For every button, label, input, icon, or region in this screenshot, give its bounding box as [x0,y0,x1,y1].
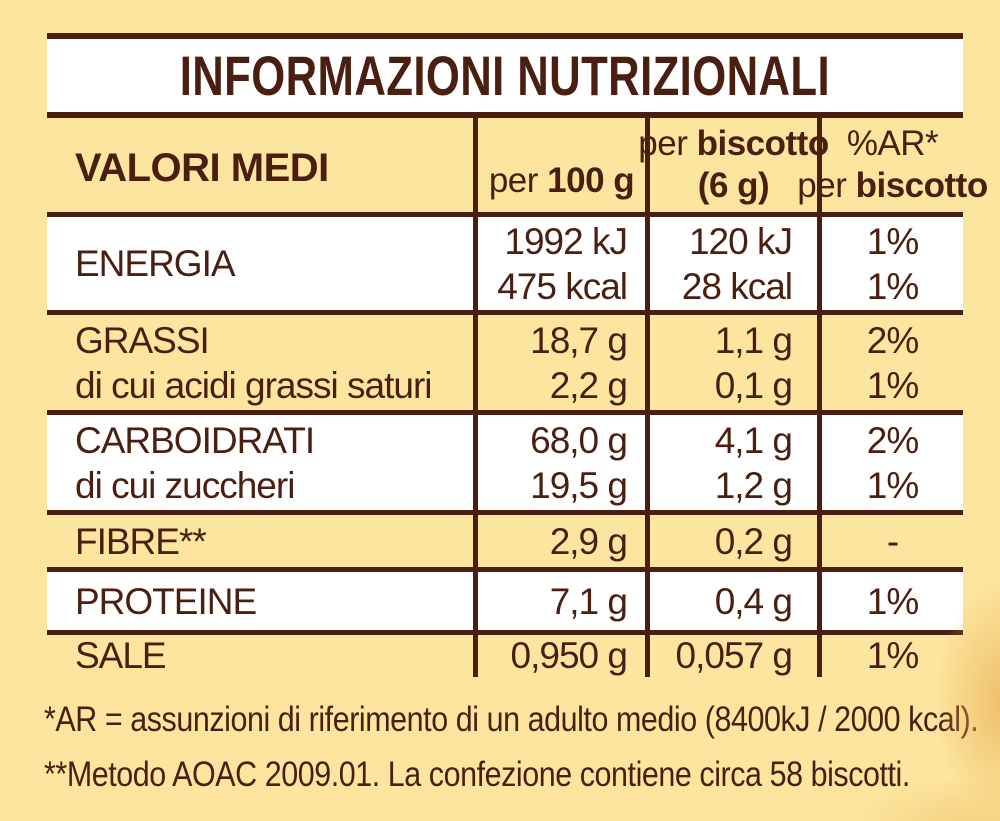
nutrient-name-cell: PROTEINE [47,572,473,630]
value-per-biscotto-line1: 0,2 g [714,520,793,562]
header-valori-medi: VALORI MEDI [75,145,329,190]
value-per-100g-cell: 1992 kJ 475 kcal [473,217,645,310]
value-per-biscotto-cell: 4,1 g 1,2 g [645,415,817,510]
header-ar-prefix: per [797,166,856,205]
table-row-grassi: GRASSI di cui acidi grassi saturi 18,7 g… [47,315,963,415]
page-title: INFORMAZIONI NUTRIZIONALI [179,44,831,107]
value-per-100g-line1: 2,9 g [549,520,628,562]
header-per-100g-prefix: per [488,161,548,200]
value-per-100g-cell: 7,1 g [473,572,645,630]
header-per-biscotto-cell: per biscotto (6 g) [638,118,829,212]
value-per-biscotto-cell: 0,2 g [645,515,817,567]
nutrient-name: GRASSI [75,319,210,361]
nutrient-name: FIBRE** [75,520,207,562]
footnote-aoac-method: **Metodo AOAC 2009.01. La confezione con… [44,755,910,794]
header-biscotto-weight: (6 g) [697,166,770,205]
value-percent-ar-line2: 1% [866,364,919,406]
value-percent-ar-line1: 2% [866,319,919,361]
table-row-sale: SALE 0,950 g 0,057 g 1% [47,635,963,677]
value-percent-ar-line1: 2% [866,419,919,461]
header-per-biscotto-prefix: per [638,124,697,163]
value-percent-ar-line1: 1% [866,220,919,262]
value-per-biscotto-line1: 0,057 g [675,635,793,676]
nutrient-name-cell: FIBRE** [47,515,473,567]
header-ar-bold: biscotto [855,166,989,205]
header-percent-ar-line2: per biscotto [797,165,989,207]
table-row-carboidrati: CARBOIDRATI di cui zuccheri 68,0 g 19,5 … [47,415,963,515]
header-per-biscotto-line2: (6 g) [697,165,770,207]
header-percent-ar-line1: %AR* [846,124,939,163]
value-percent-ar-line2: 1% [866,464,919,506]
table-row-energia: ENERGIA 1992 kJ 475 kcal 120 kJ 28 kcal … [47,217,963,315]
value-per-biscotto-cell: 0,4 g [645,572,817,630]
header-valori-medi-cell: VALORI MEDI [47,118,473,212]
table-row-fibre: FIBRE** 2,9 g 0,2 g - [47,515,963,572]
value-per-100g-cell: 18,7 g 2,2 g [473,315,645,410]
value-per-biscotto-cell: 120 kJ 28 kcal [645,217,817,310]
biscuit-photo-texture [770,766,1000,821]
value-per-100g-line2: 19,5 g [530,464,628,506]
value-percent-ar-cell: 1% 1% [817,217,963,310]
value-per-biscotto-cell: 1,1 g 0,1 g [645,315,817,410]
value-per-100g-line2: 475 kcal [497,265,628,307]
value-per-biscotto-line1: 0,4 g [714,580,793,622]
value-percent-ar-cell: 2% 1% [817,315,963,410]
footnotes: *AR = assunzioni di riferimento di un ad… [44,692,979,802]
nutrient-name: CARBOIDRATI [75,419,315,461]
header-per-biscotto-bold: biscotto [696,124,830,163]
value-per-100g-line1: 7,1 g [549,580,628,622]
nutrient-name-cell: CARBOIDRATI di cui zuccheri [47,415,473,510]
value-per-biscotto-line2: 1,2 g [714,464,793,506]
nutrient-name: PROTEINE [75,580,257,622]
value-per-100g-line1: 68,0 g [530,419,628,461]
value-per-100g-line1: 18,7 g [530,319,628,361]
header-per-biscotto-line1: per biscotto [638,123,830,165]
value-per-biscotto-line2: 28 kcal [681,265,793,307]
value-percent-ar-cell: 2% 1% [817,415,963,510]
header-per-100g-cell: per 100 g [473,118,645,212]
value-per-biscotto-line1: 120 kJ [688,220,793,262]
value-percent-ar-line1: 1% [866,635,919,676]
value-per-biscotto-cell: 0,057 g [645,635,817,677]
nutrient-subname: di cui acidi grassi saturi [75,364,432,406]
value-percent-ar-cell: 1% [817,572,963,630]
nutrient-subname: di cui zuccheri [75,464,295,506]
value-percent-ar-line1: - [886,520,899,562]
value-per-biscotto-line1: 4,1 g [714,419,793,461]
value-per-100g-cell: 68,0 g 19,5 g [473,415,645,510]
value-percent-ar-line1: 1% [866,580,919,622]
value-percent-ar-cell: 1% [817,635,963,677]
value-per-100g-cell: 2,9 g [473,515,645,567]
table-row-proteine: PROTEINE 7,1 g 0,4 g 1% [47,572,963,635]
header-per-100g-bold: 100 g [547,161,635,200]
value-per-biscotto-line1: 1,1 g [714,319,793,361]
table-header-row: VALORI MEDI per 100 g per biscotto (6 g)… [47,118,988,217]
value-percent-ar-line2: 1% [866,265,919,307]
value-percent-ar-cell: - [817,515,963,567]
header-percent-ar-cell: %AR* per biscotto [797,118,988,212]
nutrient-name: ENERGIA [75,243,236,284]
value-per-100g-line2: 2,2 g [549,364,628,406]
header-per-100g: per 100 g [488,160,635,202]
footnote-ar-reference: *AR = assunzioni di riferimento di un ad… [44,700,979,739]
nutrient-name: SALE [75,635,167,676]
nutrient-name-cell: SALE [47,635,473,677]
title-band: INFORMAZIONI NUTRIZIONALI [47,33,963,118]
value-per-100g-line1: 0,950 g [510,635,628,676]
nutrition-table: VALORI MEDI per 100 g per biscotto (6 g)… [47,118,988,677]
value-per-biscotto-line2: 0,1 g [714,364,793,406]
value-per-100g-cell: 0,950 g [473,635,645,677]
nutrient-name-cell: GRASSI di cui acidi grassi saturi [47,315,473,410]
nutrient-name-cell: ENERGIA [47,217,473,310]
value-per-100g-line1: 1992 kJ [504,220,628,262]
